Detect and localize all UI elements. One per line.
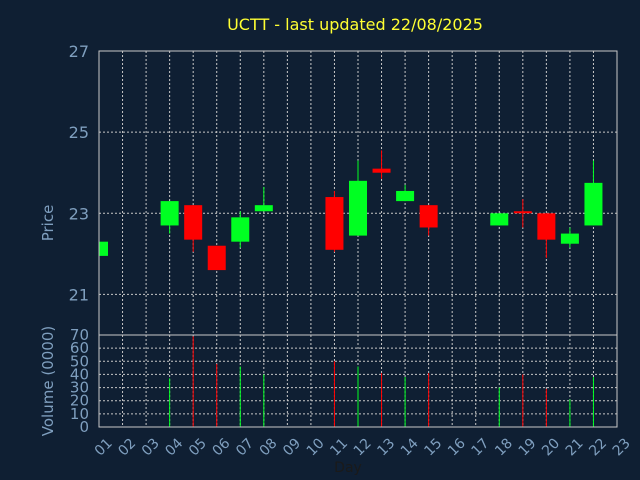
candle-body: [584, 182, 603, 226]
candle-body: [99, 241, 108, 256]
candle: [231, 211, 250, 248]
candle-body: [490, 213, 509, 226]
day-tick-label: 11: [327, 435, 351, 459]
day-tick-label: 09: [280, 435, 304, 459]
day-tick-label: 20: [539, 435, 563, 459]
volume-axis-label: Volume (0000): [39, 326, 57, 436]
volume-tick-label: 40: [70, 365, 89, 383]
price-tick-label: 23: [69, 204, 89, 223]
day-tick-label: 21: [563, 435, 587, 459]
day-tick-label: 07: [233, 435, 257, 459]
candle: [396, 184, 415, 202]
volume-tick-label: 70: [70, 326, 89, 344]
volume-bars: [169, 336, 594, 427]
candle-body: [207, 245, 226, 271]
volume-tick-label: 60: [70, 339, 89, 357]
day-axis-ticks: 01 02 03 04 05 06 07 08 09 10 11 12 13 14 15 16 17 18 19 20…: [92, 435, 634, 459]
chart-title: UCTT - last updated 22/08/2025: [227, 15, 483, 34]
day-tick-label: 10: [304, 435, 328, 459]
volume-tick-label: 30: [70, 379, 89, 397]
day-tick-label: 12: [351, 435, 375, 459]
candle: [537, 213, 556, 258]
day-tick-label: 05: [186, 435, 210, 459]
day-tick-label: 03: [139, 435, 163, 459]
candle-body: [231, 217, 250, 242]
candle: [513, 199, 532, 228]
day-tick-label: 14: [398, 435, 422, 459]
day-tick-label: 15: [421, 435, 445, 459]
volume-tick-label: 20: [70, 392, 89, 410]
candle-body: [160, 201, 179, 226]
candle: [560, 227, 579, 248]
day-tick-label: 04: [162, 435, 186, 459]
day-tick-label: 17: [469, 435, 493, 459]
day-tick-label: 18: [492, 435, 516, 459]
price-tick-label: 21: [69, 285, 89, 304]
day-tick-label: 16: [445, 435, 469, 459]
price-candles: [98, 150, 603, 271]
candle: [184, 205, 203, 252]
price-axis-ticks: 21 23 25 27: [69, 42, 89, 304]
candle-body: [560, 233, 579, 244]
candle: [98, 241, 108, 256]
candle: [254, 186, 273, 212]
candle-body: [537, 213, 556, 240]
candle-body: [513, 211, 532, 214]
day-tick-label: 22: [586, 435, 610, 459]
candle-body: [372, 168, 391, 173]
candle-body: [254, 205, 273, 212]
price-axis-label: Price: [39, 205, 57, 242]
candle: [584, 160, 603, 226]
volume-panel-frame: [98, 334, 618, 428]
candle: [419, 205, 438, 236]
candle: [490, 213, 509, 226]
candle-body: [396, 190, 415, 202]
price-tick-label: 27: [69, 42, 89, 61]
candle-body: [325, 197, 344, 250]
day-axis-label: Day: [334, 460, 362, 476]
day-tick-label: 06: [210, 435, 234, 459]
day-tick-label: 19: [516, 435, 540, 459]
candle-body: [419, 205, 438, 228]
candle: [349, 160, 367, 236]
day-tick-label: 08: [257, 435, 281, 459]
candle: [325, 190, 344, 252]
day-tick-label: 23: [610, 435, 634, 459]
volume-tick-label: 50: [70, 352, 89, 370]
candle-body: [184, 205, 203, 240]
day-tick-label: 01: [92, 435, 116, 459]
volume-tick-label: 10: [70, 405, 89, 423]
candle-body: [349, 180, 367, 236]
day-tick-label: 02: [115, 435, 139, 459]
candle: [372, 150, 391, 179]
volume-tick-label: 0: [79, 418, 89, 436]
price-tick-label: 25: [69, 123, 89, 142]
price-grid: [98, 50, 618, 335]
candle: [207, 245, 226, 271]
day-tick-label: 13: [374, 435, 398, 459]
candle: [160, 201, 179, 234]
